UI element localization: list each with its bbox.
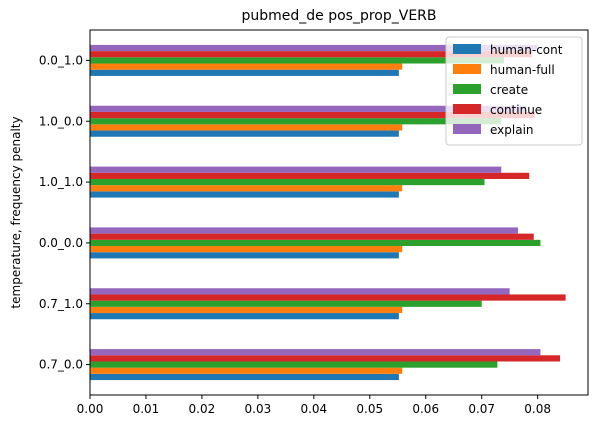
legend-label-create: create — [490, 83, 528, 97]
bar-human-full-0.0_1.0 — [90, 64, 402, 70]
bar-human-full-0.7_1.0 — [90, 307, 402, 313]
x-tick-label: 0.05 — [356, 402, 383, 416]
bar-create-1.0_0.0 — [90, 118, 501, 124]
bar-human-cont-1.0_1.0 — [90, 191, 399, 197]
legend-swatch-human-full — [453, 64, 481, 74]
bar-create-1.0_1.0 — [90, 179, 484, 185]
bar-explain-1.0_1.0 — [90, 167, 501, 173]
legend-swatch-human-cont — [453, 44, 481, 54]
bar-human-full-1.0_1.0 — [90, 185, 402, 191]
x-tick-label: 0.04 — [300, 402, 327, 416]
bar-human-cont-0.0_1.0 — [90, 70, 399, 76]
bar-explain-0.7_1.0 — [90, 288, 510, 294]
bar-create-0.7_1.0 — [90, 301, 482, 307]
legend: human-cont human-full create continue explai… — [446, 37, 582, 145]
bar-create-0.7_0.0 — [90, 361, 497, 367]
y-tick-label: 1.0_0.0 — [39, 114, 83, 128]
legend-swatch-create — [453, 84, 481, 94]
y-axis-label: temperature, frequency penalty — [9, 116, 23, 308]
legend-swatch-explain — [453, 124, 481, 134]
legend-label-continue: continue — [490, 103, 542, 117]
y-tick-label: 0.0_0.0 — [39, 236, 83, 250]
bar-human-cont-0.0_0.0 — [90, 252, 399, 258]
bar-create-0.0_0.0 — [90, 240, 540, 246]
x-tick-label: 0.03 — [245, 402, 272, 416]
x-tick-label: 0.08 — [524, 402, 551, 416]
bar-human-full-0.0_0.0 — [90, 246, 402, 252]
legend-label-human-full: human-full — [490, 63, 555, 77]
bar-create-0.0_1.0 — [90, 57, 504, 63]
y-tick-label: 0.7_1.0 — [39, 297, 83, 311]
y-tick-label: 1.0_1.0 — [39, 175, 83, 189]
x-tick-label: 0.06 — [412, 402, 439, 416]
legend-swatch-continue — [453, 104, 481, 114]
x-tick-label: 0.07 — [468, 402, 495, 416]
bar-continue-1.0_1.0 — [90, 173, 529, 179]
legend-label-explain: explain — [490, 123, 534, 137]
legend-label-human-cont: human-cont — [490, 43, 563, 57]
bar-human-cont-0.7_0.0 — [90, 374, 399, 380]
x-tick-label: 0.01 — [133, 402, 160, 416]
bar-human-cont-1.0_0.0 — [90, 131, 399, 137]
x-tick-label: 0.00 — [77, 402, 104, 416]
bar-explain-0.7_0.0 — [90, 349, 540, 355]
bar-human-cont-0.7_1.0 — [90, 313, 399, 319]
bar-human-full-1.0_0.0 — [90, 124, 402, 130]
bar-explain-0.0_0.0 — [90, 227, 518, 233]
chart-title: pubmed_de pos_prop_VERB — [241, 8, 436, 24]
x-tick-label: 0.02 — [189, 402, 216, 416]
bar-continue-0.7_0.0 — [90, 355, 560, 361]
y-tick-label: 0.0_1.0 — [39, 53, 83, 67]
x-axis: 0.00 0.01 0.02 0.03 0.04 0.05 0.06 0.07 0.08 — [77, 395, 551, 416]
y-tick-label: 0.7_0.0 — [39, 358, 83, 372]
y-axis: 0.0_1.0 1.0_0.0 1.0_1.0 0.0_0.0 0.7_1.0 0.7_0… — [39, 53, 90, 371]
bar-human-full-0.7_0.0 — [90, 368, 402, 374]
bar-continue-0.7_1.0 — [90, 294, 566, 300]
bar-continue-0.0_0.0 — [90, 234, 534, 240]
